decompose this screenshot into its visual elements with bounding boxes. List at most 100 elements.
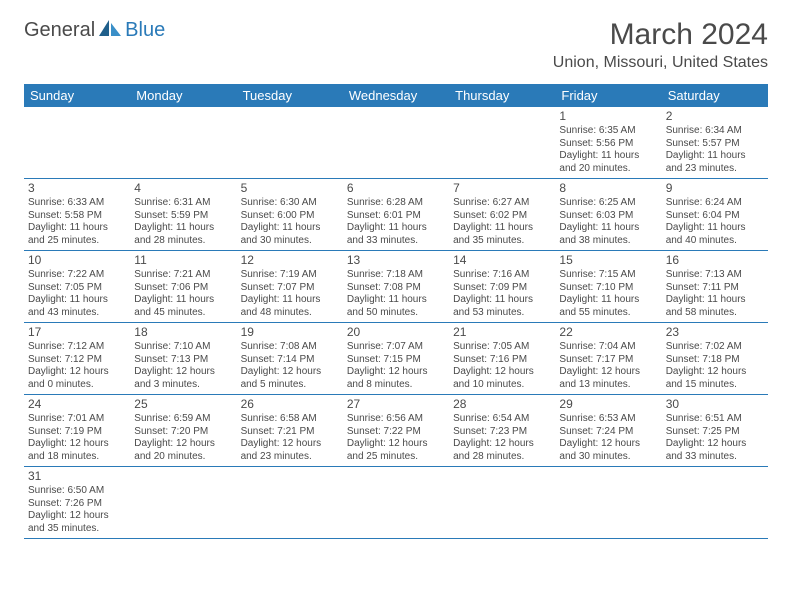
daylight-line: Daylight: 11 hours and 33 minutes. [347, 222, 444, 247]
day-number: 12 [241, 253, 338, 268]
daylight-line: Daylight: 11 hours and 38 minutes. [559, 222, 656, 247]
day-cell: 10Sunrise: 7:22 AMSunset: 7:05 PMDayligh… [24, 251, 130, 322]
sunrise-line: Sunrise: 7:15 AM [559, 269, 656, 282]
day-number: 17 [28, 325, 125, 340]
sunset-line: Sunset: 7:07 PM [241, 282, 338, 295]
day-cell: 5Sunrise: 6:30 AMSunset: 6:00 PMDaylight… [237, 179, 343, 250]
day-cell: 4Sunrise: 6:31 AMSunset: 5:59 PMDaylight… [130, 179, 236, 250]
sunrise-line: Sunrise: 6:58 AM [241, 413, 338, 426]
daylight-line: Daylight: 12 hours and 5 minutes. [241, 366, 338, 391]
day-number: 11 [134, 253, 231, 268]
page-header: General Blue March 2024 Union, Missouri,… [0, 0, 792, 76]
sunrise-line: Sunrise: 6:59 AM [134, 413, 231, 426]
day-number: 25 [134, 397, 231, 412]
sunrise-line: Sunrise: 6:24 AM [666, 197, 763, 210]
sunset-line: Sunset: 7:10 PM [559, 282, 656, 295]
sunrise-line: Sunrise: 7:21 AM [134, 269, 231, 282]
sunset-line: Sunset: 7:16 PM [453, 354, 550, 367]
day-cell-empty [449, 107, 555, 178]
day-cell-empty [555, 467, 661, 538]
sunrise-line: Sunrise: 7:04 AM [559, 341, 656, 354]
day-number: 9 [666, 181, 763, 196]
day-cell: 26Sunrise: 6:58 AMSunset: 7:21 PMDayligh… [237, 395, 343, 466]
month-title: March 2024 [553, 18, 768, 52]
sunrise-line: Sunrise: 6:27 AM [453, 197, 550, 210]
sunset-line: Sunset: 7:08 PM [347, 282, 444, 295]
daylight-line: Daylight: 12 hours and 28 minutes. [453, 438, 550, 463]
daylight-line: Daylight: 11 hours and 40 minutes. [666, 222, 763, 247]
day-cell: 15Sunrise: 7:15 AMSunset: 7:10 PMDayligh… [555, 251, 661, 322]
day-number: 30 [666, 397, 763, 412]
sunrise-line: Sunrise: 6:50 AM [28, 485, 125, 498]
sunset-line: Sunset: 7:12 PM [28, 354, 125, 367]
day-cell: 3Sunrise: 6:33 AMSunset: 5:58 PMDaylight… [24, 179, 130, 250]
day-cell-empty [662, 467, 768, 538]
day-number: 31 [28, 469, 125, 484]
daylight-line: Daylight: 12 hours and 30 minutes. [559, 438, 656, 463]
sunset-line: Sunset: 7:23 PM [453, 426, 550, 439]
week-row: 1Sunrise: 6:35 AMSunset: 5:56 PMDaylight… [24, 107, 768, 179]
sunset-line: Sunset: 7:15 PM [347, 354, 444, 367]
day-cell: 24Sunrise: 7:01 AMSunset: 7:19 PMDayligh… [24, 395, 130, 466]
day-number: 10 [28, 253, 125, 268]
daylight-line: Daylight: 11 hours and 48 minutes. [241, 294, 338, 319]
daylight-line: Daylight: 11 hours and 23 minutes. [666, 150, 763, 175]
location-subtitle: Union, Missouri, United States [553, 54, 768, 72]
sunset-line: Sunset: 5:56 PM [559, 138, 656, 151]
day-number: 7 [453, 181, 550, 196]
sunset-line: Sunset: 7:19 PM [28, 426, 125, 439]
sunset-line: Sunset: 5:57 PM [666, 138, 763, 151]
sunset-line: Sunset: 5:59 PM [134, 210, 231, 223]
daylight-line: Daylight: 12 hours and 10 minutes. [453, 366, 550, 391]
sunrise-line: Sunrise: 7:19 AM [241, 269, 338, 282]
day-cell: 12Sunrise: 7:19 AMSunset: 7:07 PMDayligh… [237, 251, 343, 322]
daylight-line: Daylight: 12 hours and 20 minutes. [134, 438, 231, 463]
day-cell: 23Sunrise: 7:02 AMSunset: 7:18 PMDayligh… [662, 323, 768, 394]
sunrise-line: Sunrise: 6:25 AM [559, 197, 656, 210]
sunset-line: Sunset: 7:26 PM [28, 498, 125, 511]
sunrise-line: Sunrise: 7:07 AM [347, 341, 444, 354]
daylight-line: Daylight: 11 hours and 20 minutes. [559, 150, 656, 175]
sunset-line: Sunset: 7:09 PM [453, 282, 550, 295]
day-cell-empty [237, 467, 343, 538]
day-cell: 9Sunrise: 6:24 AMSunset: 6:04 PMDaylight… [662, 179, 768, 250]
sunrise-line: Sunrise: 6:28 AM [347, 197, 444, 210]
daylight-line: Daylight: 11 hours and 58 minutes. [666, 294, 763, 319]
sunset-line: Sunset: 7:20 PM [134, 426, 231, 439]
sunrise-line: Sunrise: 6:54 AM [453, 413, 550, 426]
sunrise-line: Sunrise: 6:53 AM [559, 413, 656, 426]
day-number: 28 [453, 397, 550, 412]
sunset-line: Sunset: 7:05 PM [28, 282, 125, 295]
logo-text-blue: Blue [125, 19, 165, 42]
day-cell: 18Sunrise: 7:10 AMSunset: 7:13 PMDayligh… [130, 323, 236, 394]
daylight-line: Daylight: 11 hours and 55 minutes. [559, 294, 656, 319]
day-number: 19 [241, 325, 338, 340]
day-cell: 17Sunrise: 7:12 AMSunset: 7:12 PMDayligh… [24, 323, 130, 394]
day-number: 18 [134, 325, 231, 340]
sunrise-line: Sunrise: 6:35 AM [559, 125, 656, 138]
sunrise-line: Sunrise: 6:31 AM [134, 197, 231, 210]
sunset-line: Sunset: 7:17 PM [559, 354, 656, 367]
sunset-line: Sunset: 6:01 PM [347, 210, 444, 223]
sunrise-line: Sunrise: 6:34 AM [666, 125, 763, 138]
day-number: 22 [559, 325, 656, 340]
sunset-line: Sunset: 7:22 PM [347, 426, 444, 439]
sunrise-line: Sunrise: 6:33 AM [28, 197, 125, 210]
day-number: 8 [559, 181, 656, 196]
sunrise-line: Sunrise: 6:51 AM [666, 413, 763, 426]
day-cell-empty [449, 467, 555, 538]
title-block: March 2024 Union, Missouri, United State… [553, 18, 768, 72]
week-row: 3Sunrise: 6:33 AMSunset: 5:58 PMDaylight… [24, 179, 768, 251]
sunrise-line: Sunrise: 7:16 AM [453, 269, 550, 282]
day-number: 15 [559, 253, 656, 268]
daylight-line: Daylight: 12 hours and 15 minutes. [666, 366, 763, 391]
sunset-line: Sunset: 6:02 PM [453, 210, 550, 223]
sunrise-line: Sunrise: 7:10 AM [134, 341, 231, 354]
day-number: 26 [241, 397, 338, 412]
daylight-line: Daylight: 11 hours and 43 minutes. [28, 294, 125, 319]
day-cell: 22Sunrise: 7:04 AMSunset: 7:17 PMDayligh… [555, 323, 661, 394]
logo-sail-icon [97, 18, 123, 43]
day-number: 16 [666, 253, 763, 268]
day-cell: 31Sunrise: 6:50 AMSunset: 7:26 PMDayligh… [24, 467, 130, 538]
day-header: Tuesday [237, 84, 343, 107]
